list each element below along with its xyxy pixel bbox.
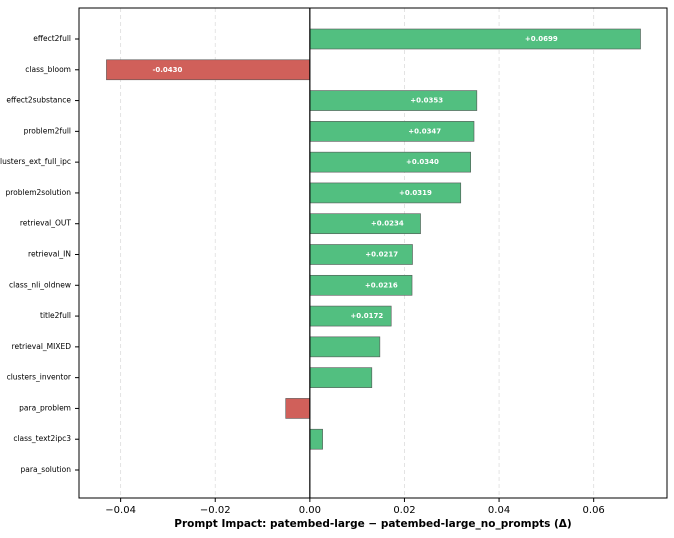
value-label: +0.0699 <box>525 35 558 43</box>
value-label: +0.0217 <box>365 251 398 259</box>
value-label: +0.0353 <box>410 97 443 105</box>
bar <box>309 90 478 111</box>
x-tick-label: 0.04 <box>488 505 510 516</box>
x-tick-label: 0.00 <box>299 505 321 516</box>
y-tick-label: effect2substance <box>6 96 71 105</box>
y-tick-label: class_text2ipc3 <box>13 434 71 443</box>
bar <box>309 151 471 173</box>
y-tick-label: clusters_ext_full_ipc <box>0 157 71 166</box>
bar <box>309 213 421 235</box>
y-tick-label: class_bloom <box>25 65 71 74</box>
x-tick-label: −0.04 <box>105 505 136 516</box>
bar <box>309 121 475 142</box>
value-label: -0.0430 <box>152 66 182 74</box>
bar <box>309 28 641 50</box>
y-tick-label: retrieval_MIXED <box>12 342 72 351</box>
y-tick-label: problem2full <box>24 126 71 135</box>
bar <box>309 428 323 450</box>
y-tick-label: class_nli_oldnew <box>9 280 71 289</box>
x-tick-label: 0.02 <box>393 505 415 516</box>
bar <box>285 398 311 419</box>
y-tick-label: clusters_inventor <box>7 373 72 382</box>
y-tick-label: problem2solution <box>5 188 71 197</box>
value-label: +0.0234 <box>371 220 404 228</box>
y-tick-label: title2full <box>40 311 71 320</box>
value-label: +0.0172 <box>350 312 383 320</box>
plot-frame <box>78 7 668 499</box>
y-tick-label: para_problem <box>19 403 71 412</box>
x-tick-label: −0.02 <box>200 505 231 516</box>
bar <box>106 59 311 81</box>
y-tick-label: para_solution <box>21 465 72 474</box>
bar <box>309 182 462 204</box>
bar <box>309 367 373 388</box>
value-label: +0.0319 <box>399 189 432 197</box>
value-label: +0.0216 <box>365 281 398 289</box>
value-label: +0.0340 <box>406 158 439 166</box>
x-tick-label: 0.06 <box>583 505 605 516</box>
y-tick-label: retrieval_OUT <box>20 219 72 228</box>
x-axis-label: Prompt Impact: patembed-large − patembed… <box>174 518 571 530</box>
value-label: +0.0347 <box>408 127 441 135</box>
y-tick-label: effect2full <box>33 34 71 43</box>
y-tick-label: retrieval_IN <box>28 250 71 259</box>
bar <box>309 336 381 358</box>
